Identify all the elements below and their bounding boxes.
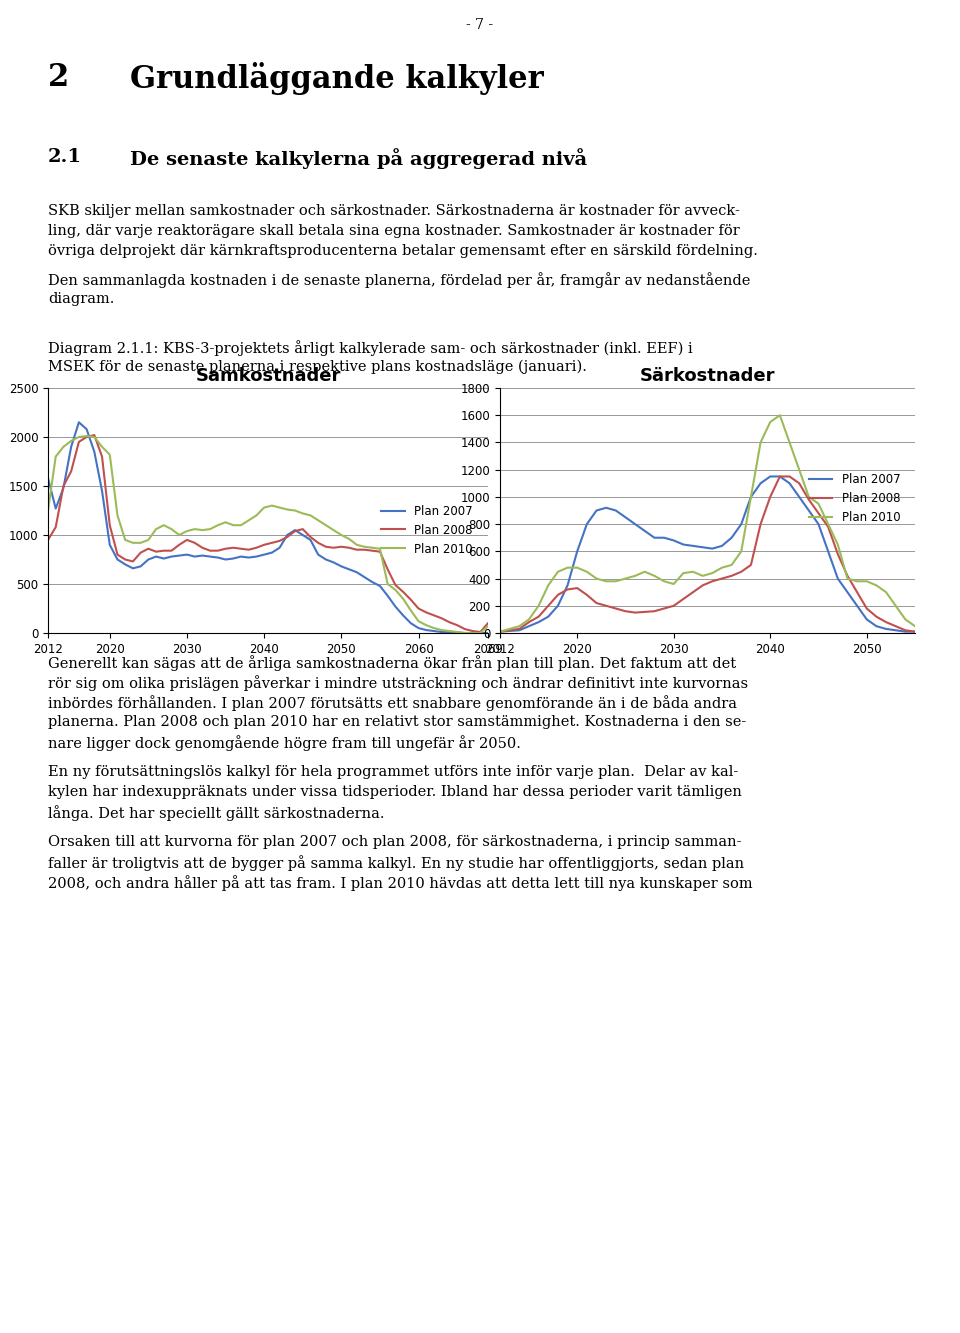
Legend: Plan 2007, Plan 2008, Plan 2010: Plan 2007, Plan 2008, Plan 2010 [376,500,478,560]
Text: En ny förutsättningslös kalkyl för hela programmet utförs inte inför varje plan.: En ny förutsättningslös kalkyl för hela … [48,765,738,778]
Text: planerna. Plan 2008 och plan 2010 har en relativt stor samstämmighet. Kostnadern: planerna. Plan 2008 och plan 2010 har en… [48,714,746,729]
Text: inbördes förhållanden. I plan 2007 förutsätts ett snabbare genomförande än i de : inbördes förhållanden. I plan 2007 förut… [48,694,737,710]
Text: 2: 2 [48,63,69,93]
Text: övriga delprojekt där kärnkraftsproducenterna betalar gemensamt efter en särskil: övriga delprojekt där kärnkraftsproducen… [48,244,757,259]
Legend: Plan 2007, Plan 2008, Plan 2010: Plan 2007, Plan 2008, Plan 2010 [804,468,905,528]
Text: Grundläggande kalkyler: Grundläggande kalkyler [130,63,543,95]
Text: nare ligger dock genomgående högre fram till ungefär år 2050.: nare ligger dock genomgående högre fram … [48,734,521,750]
Text: Diagram 2.1.1: KBS-3-projektets årligt kalkylerade sam- och särkostnader (inkl. : Diagram 2.1.1: KBS-3-projektets årligt k… [48,340,693,356]
Text: 2008, och andra håller på att tas fram. I plan 2010 hävdas att detta lett till n: 2008, och andra håller på att tas fram. … [48,874,753,890]
Text: SKB skiljer mellan samkostnader och särkostnader. Särkostnaderna är kostnader fö: SKB skiljer mellan samkostnader och särk… [48,204,740,219]
Text: rör sig om olika prislägen påverkar i mindre utsträckning och ändrar definitivt : rör sig om olika prislägen påverkar i mi… [48,674,748,690]
Text: Generellt kan sägas att de årliga samkostnaderna ökar från plan till plan. Det f: Generellt kan sägas att de årliga samkos… [48,655,736,670]
Text: 2.1: 2.1 [48,148,83,167]
Title: Särkostnader: Särkostnader [639,367,776,385]
Text: - 7 -: - 7 - [467,19,493,32]
Text: långa. Det har speciellt gällt särkostnaderna.: långa. Det har speciellt gällt särkostna… [48,805,385,821]
Text: faller är troligtvis att de bygger på samma kalkyl. En ny studie har offentliggj: faller är troligtvis att de bygger på sa… [48,854,744,870]
Text: MSEK för de senaste planerna i respektive plans kostnadsläge (januari).: MSEK för de senaste planerna i respektiv… [48,360,587,375]
Title: Samkostnader: Samkostnader [195,367,341,385]
Text: Orsaken till att kurvorna för plan 2007 och plan 2008, för särkostnaderna, i pri: Orsaken till att kurvorna för plan 2007 … [48,834,741,849]
Text: diagram.: diagram. [48,292,114,307]
Text: De senaste kalkylerna på aggregerad nivå: De senaste kalkylerna på aggregerad nivå [130,148,588,169]
Text: kylen har indexuppräknats under vissa tidsperioder. Ibland har dessa perioder va: kylen har indexuppräknats under vissa ti… [48,785,742,798]
Text: ling, där varje reaktorägare skall betala sina egna kostnader. Samkostnader är k: ling, där varje reaktorägare skall betal… [48,224,740,239]
Text: Den sammanlagda kostnaden i de senaste planerna, fördelad per år, framgår av ned: Den sammanlagda kostnaden i de senaste p… [48,272,751,288]
